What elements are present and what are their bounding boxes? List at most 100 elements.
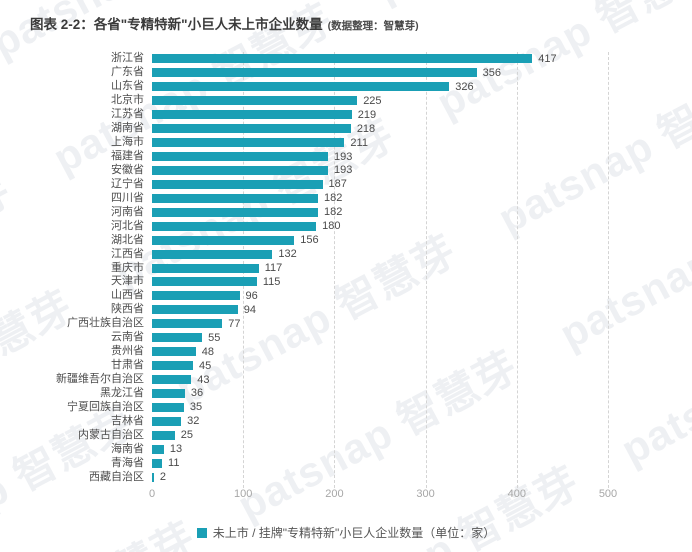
value-label: 356	[482, 66, 502, 79]
category-label: 湖南省	[111, 122, 144, 135]
bar[interactable]	[152, 249, 273, 259]
bar-row: 黑龙江省 36	[30, 387, 652, 401]
bar[interactable]	[152, 82, 450, 92]
bar[interactable]	[152, 179, 323, 189]
bar-area: 115	[152, 276, 652, 288]
bar-row: 河北省 180	[30, 219, 652, 233]
category-label: 山西省	[111, 289, 144, 302]
gridline	[608, 52, 609, 489]
bar-area: 43	[152, 374, 652, 386]
bar[interactable]	[152, 375, 192, 385]
legend-label: 未上市 / 挂牌"专精特新"小巨人企业数量（单位：家）	[212, 526, 496, 540]
bar[interactable]	[152, 388, 185, 398]
bar[interactable]	[152, 402, 184, 412]
value-label: 182	[323, 192, 343, 205]
bar[interactable]	[152, 319, 223, 329]
bar-row: 河南省 182	[30, 205, 652, 219]
bar-row: 贵州省 48	[30, 345, 652, 359]
value-label: 77	[228, 317, 241, 330]
value-label: 187	[328, 178, 347, 191]
bar-row: 浙江省 417	[30, 52, 652, 66]
bar[interactable]	[152, 416, 182, 426]
bar[interactable]	[152, 333, 203, 343]
gridline	[334, 52, 336, 489]
category-label: 海南省	[111, 442, 144, 455]
value-label: 180	[322, 220, 341, 233]
bar[interactable]	[152, 291, 240, 301]
bar-row: 江西省 132	[30, 247, 652, 261]
bar-area: 193	[152, 151, 652, 163]
value-label: 225	[363, 94, 382, 107]
category-label: 福建省	[111, 150, 144, 163]
bar[interactable]	[152, 68, 477, 78]
category-label: 贵州省	[111, 345, 144, 358]
bar[interactable]	[152, 430, 175, 440]
bar-area: 11	[152, 457, 652, 469]
category-label: 江西省	[111, 247, 144, 260]
category-label: 河北省	[111, 219, 144, 232]
x-tick-label: 100	[234, 488, 253, 500]
x-tick-label: 500	[598, 488, 618, 500]
bar[interactable]	[152, 193, 318, 203]
category-label: 广东省	[111, 66, 144, 79]
bar[interactable]	[152, 444, 164, 454]
bar[interactable]	[152, 221, 317, 231]
bar-area: 45	[152, 360, 652, 372]
gridline	[516, 52, 518, 489]
value-label: 115	[262, 275, 281, 288]
bar-area: 25	[152, 429, 652, 441]
bar-row: 湖北省 156	[30, 233, 652, 247]
bar[interactable]	[152, 347, 196, 357]
bar[interactable]	[152, 124, 351, 134]
bar-area: 225	[152, 95, 652, 107]
bar-area: 417	[152, 53, 652, 65]
bar[interactable]	[152, 458, 163, 468]
bar[interactable]	[152, 263, 259, 273]
bar-area: 13	[152, 443, 652, 455]
bar-area: 94	[152, 304, 652, 316]
bar[interactable]	[152, 277, 257, 287]
category-label: 新疆维吾尔自治区	[56, 373, 144, 386]
bar[interactable]	[152, 54, 533, 64]
x-tick-label: 200	[325, 488, 344, 500]
bar[interactable]	[152, 305, 238, 315]
category-label: 甘肃省	[111, 359, 144, 372]
bar-row: 辽宁省 187	[30, 177, 652, 191]
category-label: 北京市	[111, 94, 144, 107]
bar[interactable]	[152, 207, 318, 217]
bar[interactable]	[152, 110, 352, 120]
x-axis: 0 100 200 300 400 500	[149, 488, 652, 502]
bar-area: 48	[152, 346, 652, 358]
bar[interactable]	[152, 472, 154, 482]
value-label: 94	[243, 303, 256, 316]
bar[interactable]	[152, 96, 358, 106]
category-label: 西藏自治区	[89, 470, 144, 483]
value-label: 218	[356, 122, 376, 135]
bar[interactable]	[152, 152, 329, 162]
x-tick-label: 300	[416, 488, 435, 500]
category-label: 辽宁省	[111, 177, 144, 190]
bar[interactable]	[152, 361, 194, 371]
bar[interactable]	[152, 165, 329, 175]
value-label: 219	[357, 108, 377, 121]
bar-row: 西藏自治区 2	[30, 470, 652, 484]
category-label: 湖北省	[111, 233, 144, 246]
bar-row: 福建省 193	[30, 150, 652, 164]
bar[interactable]	[152, 235, 295, 245]
bar-row: 甘肃省 45	[30, 359, 652, 373]
bar-area: 35	[152, 401, 652, 413]
bar-row: 云南省 55	[30, 331, 652, 345]
value-label: 96	[245, 289, 258, 302]
category-label: 天津市	[111, 275, 144, 288]
bar-chart: 浙江省 417 广东省 356 山东省 326 北京市 225 江苏省 219 湖南省 218 上海市 2…	[30, 52, 652, 489]
value-label: 417	[538, 52, 557, 65]
bar-row: 海南省 13	[30, 442, 652, 456]
chart-title: 图表 2-2：各省"专精特新"小巨人未上市企业数量 (数据整理：智慧芽)	[30, 13, 682, 33]
bar[interactable]	[152, 138, 345, 148]
category-label: 安徽省	[111, 163, 144, 176]
bar-area: 187	[152, 178, 652, 190]
bar-area: 132	[152, 248, 652, 260]
bar-row: 陕西省 94	[30, 303, 652, 317]
category-label: 上海市	[111, 136, 144, 149]
